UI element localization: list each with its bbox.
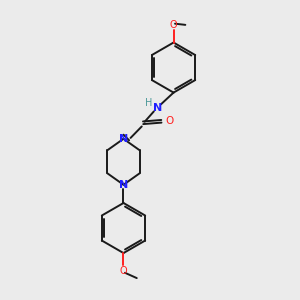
Text: O: O: [166, 116, 174, 126]
Text: O: O: [170, 20, 177, 30]
Text: N: N: [119, 180, 128, 190]
Text: O: O: [120, 266, 127, 276]
Text: H: H: [146, 98, 153, 108]
Text: N: N: [153, 103, 162, 113]
Text: N: N: [119, 134, 128, 144]
